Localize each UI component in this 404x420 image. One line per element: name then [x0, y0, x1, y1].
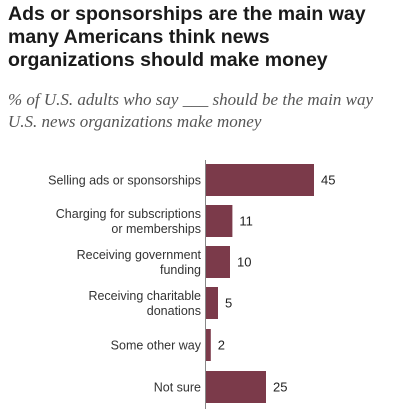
bar-1 [206, 205, 233, 237]
category-label-2-line-0: Receiving government [77, 248, 202, 262]
category-label-4: Some other way [111, 339, 202, 353]
bar-2 [206, 246, 230, 278]
bar-3 [206, 287, 218, 319]
chart-subtitle: % of U.S. adults who say ___ should be t… [8, 90, 374, 131]
value-label-4: 2 [218, 338, 225, 353]
bar-0 [206, 164, 314, 196]
value-label-5: 25 [273, 380, 287, 395]
category-label-5: Not sure [154, 381, 201, 395]
category-label-1-line-0: Charging for subscriptions [56, 207, 201, 221]
category-label-1-line-1: or memberships [111, 222, 201, 236]
category-label-3-line-1: donations [147, 304, 201, 318]
chart-title: Ads or sponsorships are the main way man… [8, 3, 366, 71]
value-label-0: 45 [321, 173, 335, 188]
value-label-2: 10 [237, 255, 251, 270]
category-label-2-line-1: funding [160, 263, 201, 277]
bar-5 [206, 371, 266, 403]
category-label-0: Selling ads or sponsorships [48, 174, 201, 188]
bar-4 [206, 329, 211, 361]
category-label-3-line-0: Receiving charitable [88, 289, 201, 303]
value-label-1: 11 [239, 214, 253, 229]
value-label-3: 5 [225, 296, 232, 311]
